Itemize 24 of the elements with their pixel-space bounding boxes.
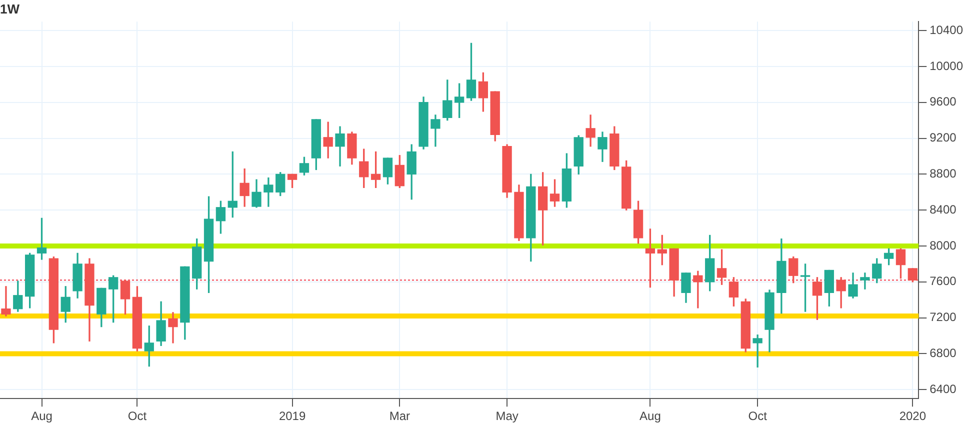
- y-tick-label: 8000: [930, 238, 957, 252]
- chart-title: 1W: [0, 1, 20, 16]
- x-tick-label: 2020: [899, 409, 926, 424]
- x-tick-label: May: [496, 409, 518, 424]
- y-tick-label: 7200: [930, 310, 957, 324]
- x-tick-label: Mar: [389, 409, 410, 424]
- candlestick: [693, 270, 703, 308]
- y-tick-label: 10000: [930, 58, 964, 73]
- y-tick-label: 6400: [930, 382, 957, 396]
- x-tick-label: Oct: [748, 409, 768, 424]
- x-tick-label: 2019: [278, 409, 306, 424]
- y-tick-label: 6800: [930, 346, 957, 360]
- candlestick: [1, 286, 11, 316]
- y-tick-label: 8800: [930, 166, 957, 181]
- y-tick-label: 9200: [930, 130, 957, 145]
- y-tick-label: 7600: [930, 274, 957, 288]
- y-tick-label: 8400: [930, 202, 957, 216]
- y-tick-label: 10400: [930, 22, 964, 37]
- x-tick-label: Oct: [128, 409, 148, 424]
- x-tick-label: Aug: [31, 409, 52, 424]
- y-tick-label: 9600: [930, 94, 957, 109]
- x-tick-label: Aug: [640, 409, 661, 424]
- candlestick: [752, 334, 762, 368]
- candlestick: [860, 272, 870, 290]
